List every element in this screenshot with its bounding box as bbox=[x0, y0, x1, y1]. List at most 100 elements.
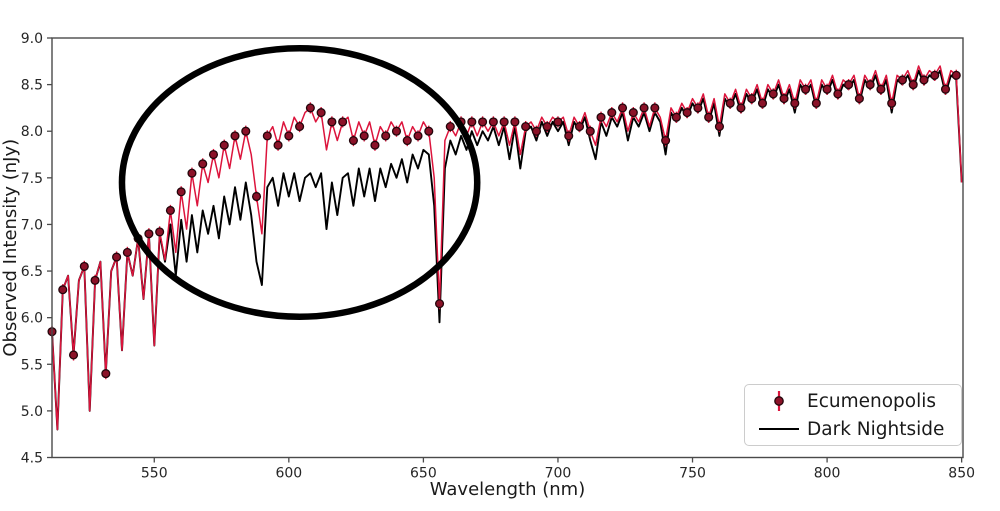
y-tick-label: 5.5 bbox=[21, 357, 43, 373]
data-point-marker bbox=[682, 108, 692, 118]
data-point-marker bbox=[208, 149, 219, 160]
data-point-marker bbox=[521, 122, 531, 132]
data-point-marker bbox=[499, 117, 509, 127]
data-point-marker bbox=[295, 122, 305, 132]
data-point-marker bbox=[553, 117, 563, 127]
x-axis-label: Wavelength (nm) bbox=[430, 479, 586, 500]
data-point-marker bbox=[725, 98, 735, 108]
x-tick-label: 850 bbox=[948, 466, 975, 482]
data-point-marker bbox=[908, 80, 918, 90]
data-point-marker bbox=[316, 108, 326, 118]
data-point-marker bbox=[607, 108, 617, 118]
data-point-marker bbox=[897, 75, 907, 85]
data-point-marker bbox=[445, 122, 455, 132]
data-point-marker bbox=[790, 98, 800, 108]
legend-item-ecumenopolis: Ecumenopolis bbox=[751, 388, 953, 414]
data-point-marker bbox=[564, 131, 574, 141]
legend-label-ecumenopolis: Ecumenopolis bbox=[807, 390, 937, 412]
data-point-marker bbox=[618, 103, 628, 113]
errorbar-marker-icon bbox=[751, 388, 807, 414]
data-point-marker bbox=[747, 94, 757, 104]
data-point-marker bbox=[327, 117, 337, 127]
data-point-marker bbox=[101, 369, 111, 379]
dark-nightside-series-line bbox=[51, 69, 963, 431]
data-point-marker bbox=[596, 112, 606, 122]
data-point-marker bbox=[198, 159, 208, 169]
data-point-marker bbox=[122, 247, 132, 257]
data-point-marker bbox=[844, 80, 854, 90]
legend-label-dark-nightside: Dark Nightside bbox=[807, 418, 945, 440]
data-point-marker bbox=[112, 252, 122, 262]
data-point-marker bbox=[305, 103, 315, 113]
y-tick-label: 6.0 bbox=[21, 311, 43, 327]
data-point-marker bbox=[510, 117, 520, 127]
data-point-marker bbox=[628, 108, 638, 118]
data-point-marker bbox=[876, 84, 886, 94]
data-point-marker bbox=[768, 89, 778, 99]
data-point-marker bbox=[779, 94, 789, 104]
data-point-marker bbox=[176, 187, 186, 197]
y-tick-label: 4.5 bbox=[21, 451, 43, 467]
data-point-marker bbox=[338, 117, 348, 127]
data-point-marker bbox=[241, 126, 251, 136]
data-point-marker bbox=[887, 98, 897, 108]
y-tick-label: 8.5 bbox=[21, 78, 43, 94]
data-point-marker bbox=[650, 103, 660, 113]
data-point-marker bbox=[230, 131, 240, 141]
x-tick-label: 700 bbox=[545, 466, 572, 482]
data-point-marker bbox=[79, 261, 89, 271]
data-point-marker bbox=[693, 103, 703, 113]
data-point-marker bbox=[359, 131, 369, 141]
data-point-marker bbox=[348, 135, 358, 146]
data-point-marker bbox=[704, 112, 714, 122]
data-point-marker bbox=[919, 75, 929, 85]
data-point-marker bbox=[155, 227, 165, 237]
data-point-marker bbox=[381, 131, 391, 141]
series-layer bbox=[47, 65, 963, 431]
data-point-marker bbox=[284, 131, 294, 141]
data-point-marker bbox=[822, 84, 832, 94]
data-point-marker bbox=[391, 126, 402, 136]
data-point-marker bbox=[424, 126, 434, 136]
data-point-marker bbox=[251, 191, 262, 202]
data-point-marker bbox=[865, 80, 875, 90]
x-tick-label: 600 bbox=[275, 466, 302, 482]
data-point-marker bbox=[90, 275, 100, 285]
data-point-marker bbox=[736, 103, 746, 113]
data-point-marker bbox=[478, 117, 488, 127]
line-marker-icon bbox=[751, 416, 807, 442]
data-point-marker bbox=[811, 98, 821, 108]
data-point-marker bbox=[219, 140, 229, 150]
data-point-marker bbox=[671, 112, 681, 122]
y-tick-label: 9.0 bbox=[21, 31, 43, 47]
data-point-marker bbox=[542, 122, 552, 132]
data-point-marker bbox=[273, 140, 283, 150]
x-tick-label: 550 bbox=[141, 466, 168, 482]
data-point-marker bbox=[262, 131, 272, 141]
data-point-marker bbox=[661, 135, 671, 146]
data-point-marker bbox=[144, 229, 154, 239]
data-point-marker bbox=[854, 94, 864, 104]
data-point-marker bbox=[434, 299, 445, 309]
y-tick-label: 6.5 bbox=[21, 264, 43, 280]
y-tick-label: 7.5 bbox=[21, 171, 43, 187]
data-point-marker bbox=[801, 84, 811, 94]
data-point-marker bbox=[833, 89, 843, 99]
data-point-marker bbox=[58, 285, 68, 295]
data-point-marker bbox=[187, 168, 197, 178]
data-point-marker bbox=[951, 70, 961, 80]
data-point-marker bbox=[488, 117, 498, 127]
data-point-marker bbox=[930, 70, 940, 80]
ecumenopolis-markers bbox=[47, 69, 961, 380]
data-point-marker bbox=[574, 122, 585, 132]
y-tick-label: 7.0 bbox=[21, 217, 43, 233]
plot-spines bbox=[51, 37, 964, 459]
data-point-marker bbox=[68, 350, 79, 360]
data-point-marker bbox=[585, 126, 595, 136]
legend: Ecumenopolis Dark Nightside bbox=[744, 384, 962, 446]
data-point-marker bbox=[757, 98, 768, 108]
data-point-marker bbox=[165, 205, 175, 216]
y-tick-label: 5.0 bbox=[21, 404, 43, 420]
